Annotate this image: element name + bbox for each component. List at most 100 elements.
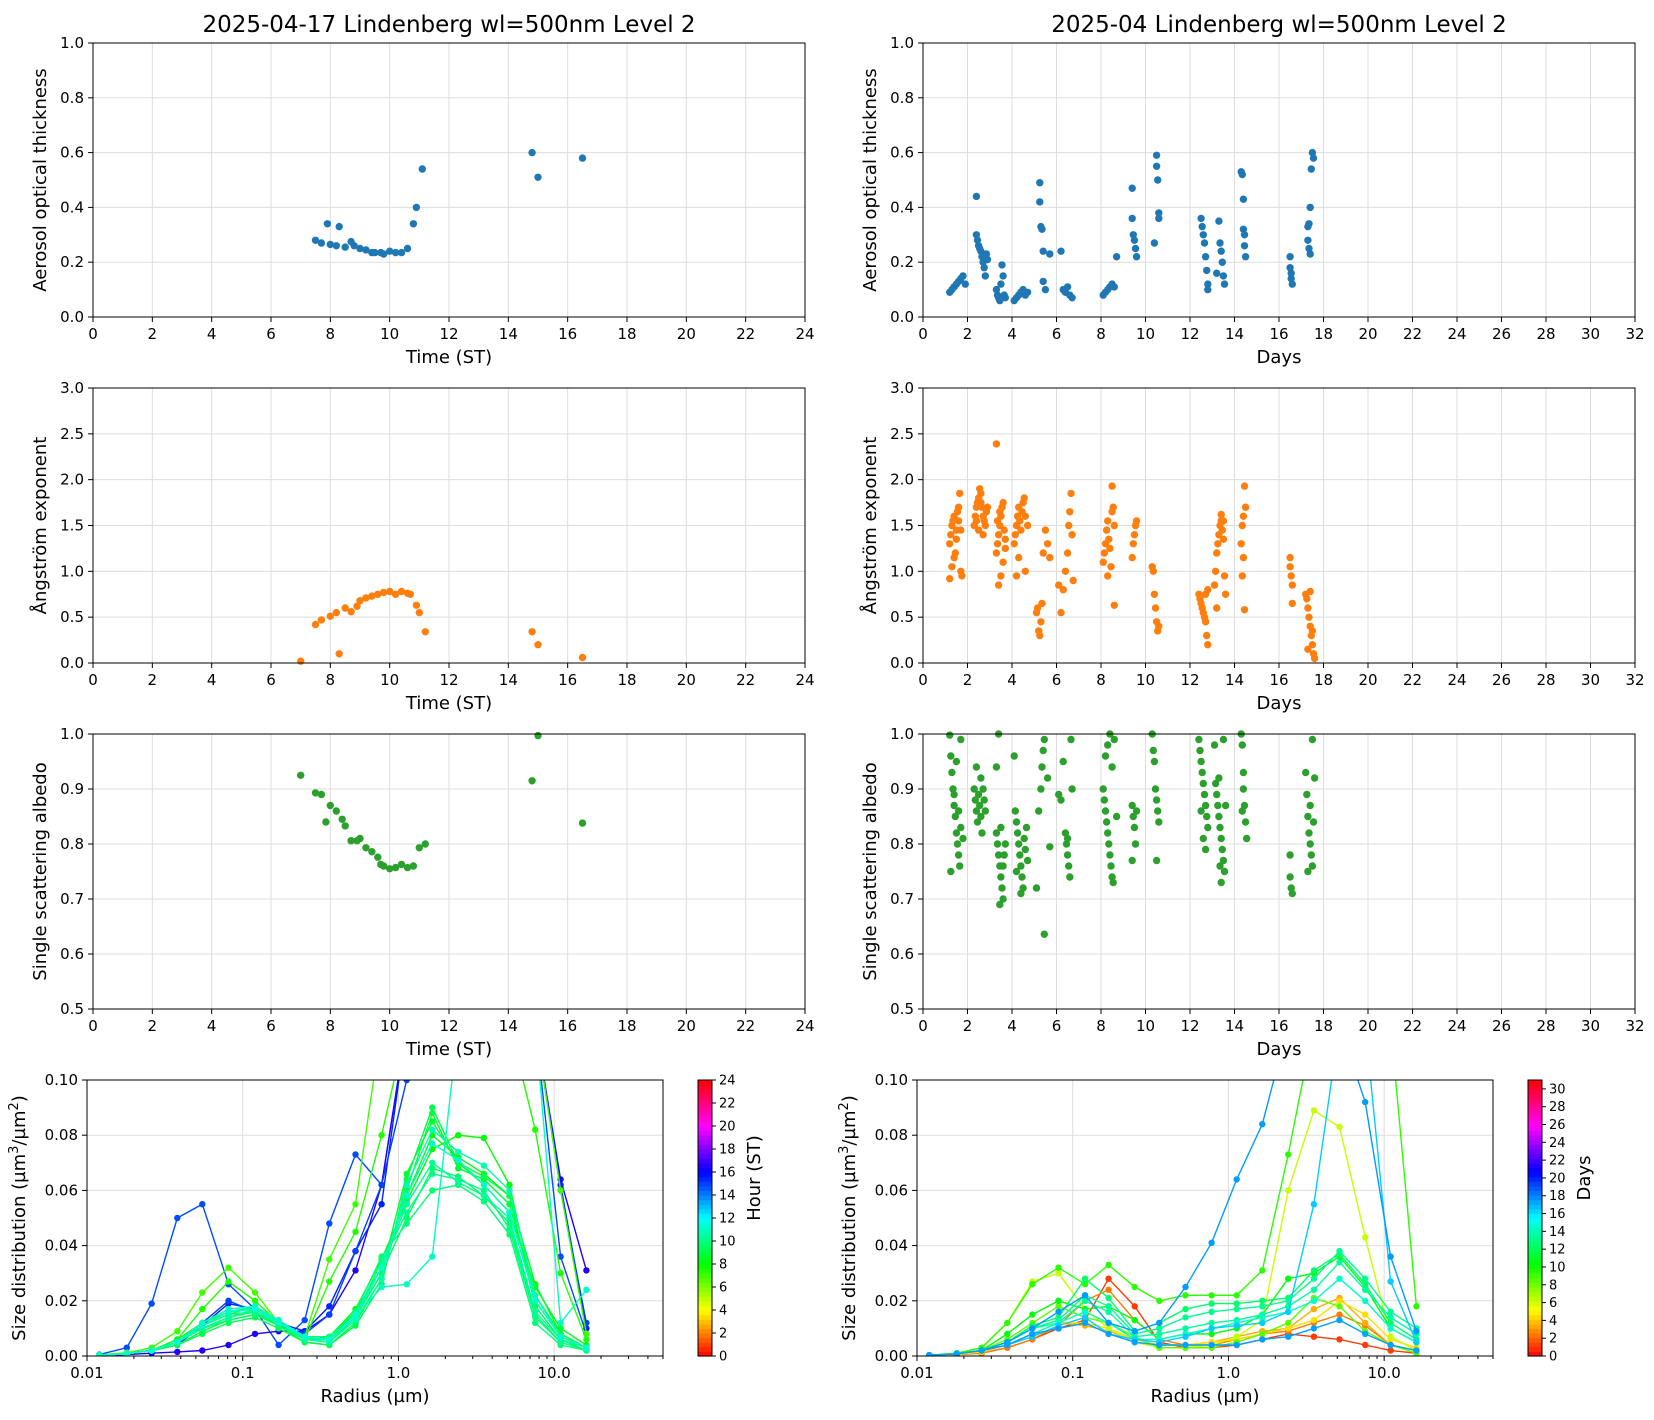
colorbar-label: Days [1574,1156,1595,1201]
data-point [1243,834,1251,843]
data-point [956,489,964,498]
colorbar-segment [1528,1158,1542,1164]
colorbar-segment [698,1162,712,1168]
series-point [378,1201,385,1208]
series-point [480,1187,488,1194]
data-point [999,895,1007,903]
y-axis-label: Ångström exponent [859,437,881,615]
data-point [1287,572,1295,580]
x-tick-label: 1.0 [387,1364,411,1382]
series-point [1208,1341,1215,1349]
series-point [480,1162,488,1169]
series-point [1055,1325,1062,1332]
data-point [1020,834,1028,843]
data-point [1308,627,1317,635]
data-point [946,731,954,739]
x-tick-label: 16 [1269,325,1288,343]
data-point [981,272,989,280]
series-line [929,1080,1418,1356]
colorbar-segment [698,1337,712,1343]
x-tick-label: 20 [1358,325,1377,343]
y-axis-label: Aerosol optical thickness [860,68,881,291]
data-point [1214,801,1222,810]
data-point [362,844,370,852]
colorbar-tick-label: 22 [719,1097,736,1112]
series-point [1310,1297,1318,1305]
colorbar-segment [1528,1190,1542,1196]
data-point [948,768,956,777]
series-line [99,1080,588,1356]
series-point [199,1305,206,1313]
y-tick-label: 0.4 [890,198,914,216]
series-point [455,1132,462,1139]
series-point [1259,1319,1266,1327]
series-point [1310,1286,1318,1294]
series-point [532,1308,539,1316]
data-point [1200,239,1209,247]
x-tick-label: 20 [677,325,696,343]
series-point [1310,1107,1318,1114]
series-point [557,1319,564,1327]
x-tick-label: 0.1 [1061,1364,1085,1382]
data-point [347,608,355,616]
series-point [1156,1341,1163,1349]
series-line [929,1080,1418,1356]
data-point [959,272,967,280]
data-point [1065,862,1073,870]
x-tick-label: 12 [439,1017,458,1035]
x-tick-label: 0 [88,325,98,343]
x-tick-label: 24 [1447,325,1466,343]
data-point [297,771,305,779]
series-point [378,1275,385,1282]
data-point [362,246,370,254]
y-tick-label: 0.04 [875,1237,908,1255]
series-line [929,1288,1417,1356]
data-point [1197,757,1205,766]
colorbar-segment [698,1342,712,1348]
data-point [1046,250,1054,258]
data-point [977,498,985,507]
data-point [972,231,981,239]
data-point [1306,587,1314,596]
colorbar-segment [698,1310,712,1316]
series-point [326,1256,333,1263]
y-tick-label: 1.5 [60,517,84,535]
y-tick-label: 1.0 [890,725,914,743]
data-point [1132,807,1141,815]
x-tick-label: 16 [558,325,577,343]
data-point [1219,735,1228,744]
colorbar-segment [698,1153,712,1159]
x-axis-label: Radius (µm) [320,1386,429,1407]
series-point [1310,1305,1318,1313]
colorbar-tick-label: 26 [1549,1118,1566,1133]
data-point [1107,563,1115,571]
series-point [1413,1328,1420,1335]
x-tick-label: 12 [1180,671,1199,689]
x-tick-label: 6 [1052,671,1062,689]
series-point [1105,1286,1112,1294]
series-point [1336,1297,1343,1305]
colorbar-segment [1528,1314,1542,1320]
data-point [1220,572,1229,580]
x-tick-label: 24 [795,671,814,689]
data-point [335,222,343,231]
series-point [1259,1330,1266,1338]
series-point [1387,1278,1394,1285]
data-point [412,203,421,212]
colorbar-segment [698,1287,712,1293]
colorbar-segment [698,1112,712,1118]
colorbar-segment [1528,1195,1542,1201]
y-tick-label: 0.02 [45,1292,78,1310]
data-point [1201,618,1210,626]
data-point [1032,884,1041,892]
colorbar-segment [698,1158,712,1164]
data-point [1110,601,1119,609]
data-point [961,280,969,288]
data-point [578,819,587,827]
data-point [979,785,987,793]
axes-frame [922,733,1636,1010]
data-point [954,517,963,525]
series-point [1081,1297,1089,1305]
data-point [981,521,989,530]
colorbar-tick-label: 16 [1549,1207,1566,1222]
